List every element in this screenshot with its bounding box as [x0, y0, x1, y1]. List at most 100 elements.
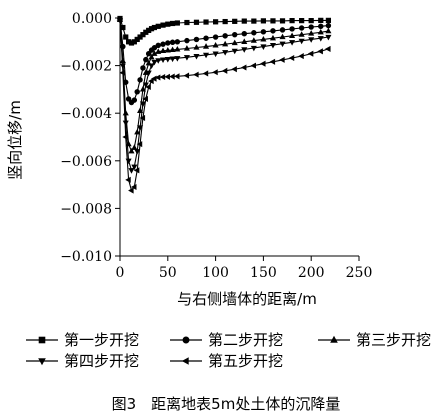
data-point [232, 31, 238, 38]
legend-item: 第一步开挖 [26, 331, 139, 349]
data-point [131, 97, 138, 103]
data-point [260, 18, 267, 24]
data-point [325, 22, 332, 29]
legend-item: 第五步开挖 [170, 352, 283, 370]
data-point [137, 107, 144, 113]
data-point [164, 57, 171, 63]
data-point [183, 72, 190, 79]
data-point [139, 114, 146, 121]
data-point [318, 17, 324, 23]
data-point [169, 46, 176, 53]
data-point [251, 30, 257, 36]
data-point [174, 46, 181, 52]
data-point [140, 65, 146, 71]
data-point [130, 183, 137, 191]
data-point [212, 41, 219, 48]
data-point [260, 44, 267, 50]
data-point [160, 22, 166, 28]
x-tick-label: 0 [116, 265, 125, 281]
data-point [260, 60, 266, 67]
data-point [183, 55, 190, 61]
series-5 [116, 17, 331, 194]
figure-caption: 图3 距离地表5m处土体的沉降量 [112, 395, 341, 413]
data-point [289, 32, 296, 38]
legend-item: 第三步开挖 [318, 331, 431, 349]
series-line [119, 20, 329, 192]
data-point [250, 37, 257, 43]
y-axis-label: 竖向位移/m [6, 100, 24, 180]
data-point [279, 18, 286, 24]
data-point [270, 18, 276, 24]
data-point [148, 53, 155, 60]
data-point [212, 51, 219, 58]
data-point [160, 41, 166, 47]
data-point [169, 56, 176, 63]
data-point [184, 37, 190, 44]
data-point [298, 53, 304, 60]
data-point [128, 147, 135, 154]
series-line [119, 20, 329, 172]
data-point [122, 120, 129, 127]
data-point [222, 50, 229, 56]
data-point [123, 34, 129, 40]
data-point [155, 42, 161, 49]
legend-marker [181, 357, 189, 365]
y-axis-ticks: 0.000 −0.002 −0.004 −0.006 −0.008 −0.010 [60, 11, 120, 265]
data-point [164, 73, 170, 80]
data-point [142, 95, 148, 102]
data-point [151, 45, 158, 51]
y-tick-label: −0.006 [60, 154, 112, 170]
data-point [164, 46, 171, 53]
series-1 [117, 15, 332, 46]
data-point [174, 39, 181, 45]
data-point [202, 70, 209, 77]
data-point [203, 52, 210, 59]
data-point [193, 19, 200, 25]
legend-marker [182, 336, 190, 344]
data-point [317, 28, 324, 35]
legend-label: 第二步开挖 [208, 331, 283, 349]
legend-label: 第一步开挖 [64, 331, 139, 349]
data-point [240, 64, 247, 71]
data-point [325, 17, 332, 23]
data-point [289, 18, 295, 24]
data-point [116, 17, 123, 24]
data-point [122, 133, 128, 141]
data-point [155, 23, 161, 29]
data-point [125, 96, 132, 102]
data-point [222, 33, 228, 39]
data-point [173, 73, 180, 80]
series-line [119, 19, 329, 153]
data-point [308, 18, 314, 24]
data-point [119, 69, 126, 76]
x-axis-ticks: 0 50 100 150 200 250 [116, 256, 373, 281]
data-point [241, 38, 248, 44]
data-point [139, 101, 146, 108]
data-point [232, 18, 238, 24]
data-point [165, 40, 171, 46]
data-point [212, 34, 219, 40]
legend-item: 第二步开挖 [170, 331, 283, 349]
series-2 [117, 16, 332, 106]
data-point [298, 25, 305, 31]
data-point [134, 149, 141, 155]
x-tick-label: 50 [159, 265, 177, 281]
data-point [279, 33, 286, 40]
data-point [148, 63, 155, 69]
data-point [203, 43, 210, 49]
data-point [128, 187, 134, 194]
data-point [308, 30, 315, 36]
data-point [159, 73, 166, 81]
data-point [155, 58, 162, 64]
x-tick-label: 250 [346, 265, 373, 281]
data-point [174, 20, 180, 26]
data-point [260, 29, 267, 35]
data-point [159, 47, 167, 53]
data-point [159, 57, 167, 64]
data-point [269, 42, 276, 49]
data-point [231, 48, 238, 55]
data-point [325, 27, 332, 34]
data-point [128, 168, 135, 174]
